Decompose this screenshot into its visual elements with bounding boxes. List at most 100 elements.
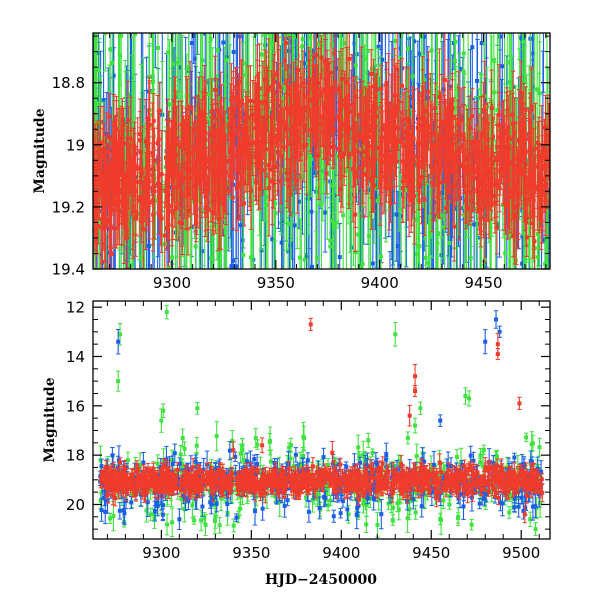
- x-tick-label: 9300: [153, 274, 191, 292]
- x-tick-label: 9450: [412, 544, 450, 562]
- data-point-red: [411, 469, 416, 488]
- data-point-red: [508, 473, 514, 488]
- data-point-red: [208, 462, 213, 482]
- data-point-red: [180, 135, 185, 229]
- data-point-red: [420, 56, 425, 162]
- data-point-red: [369, 104, 374, 189]
- data-point-red: [275, 89, 280, 196]
- data-point-green: [96, 38, 102, 103]
- series-red: [98, 317, 545, 524]
- data-point-blue: [234, 513, 239, 523]
- data-point-red: [212, 103, 218, 196]
- data-point-red: [174, 481, 180, 495]
- data-point-green: [237, 501, 243, 516]
- bottom-y-axis-title: Magnitude: [42, 377, 58, 462]
- data-point-red: [241, 469, 246, 485]
- data-point-blue: [195, 33, 200, 55]
- data-point-red: [356, 132, 361, 205]
- data-point-green: [478, 447, 483, 463]
- data-point-blue: [214, 495, 219, 513]
- data-point-red: [403, 473, 409, 484]
- data-point-red: [253, 163, 259, 202]
- data-point-red: [415, 114, 420, 172]
- data-point-red: [455, 469, 460, 488]
- data-point-red: [400, 124, 406, 199]
- data-point-green: [469, 518, 474, 531]
- data-point-red: [270, 470, 275, 489]
- data-point-blue: [337, 223, 342, 269]
- outlier-point-green: [393, 322, 398, 347]
- data-point-red: [195, 464, 200, 480]
- data-point-blue: [477, 497, 482, 510]
- data-point-blue: [293, 447, 299, 463]
- top-panel-frame: [92, 32, 551, 270]
- outlier-point-red: [412, 363, 418, 389]
- data-point-red: [265, 66, 270, 110]
- outlier-point-green: [412, 417, 418, 434]
- data-point-red: [486, 170, 492, 239]
- data-point-red: [193, 159, 198, 233]
- data-point-red: [251, 465, 256, 477]
- data-point-red: [159, 469, 164, 483]
- data-point-red: [267, 473, 272, 488]
- top-axis-ticks: 9300 9350 9400 9450 18.8 19 19.2 19.4: [52, 33, 550, 292]
- data-point-red: [516, 89, 522, 193]
- data-point-red: [436, 126, 442, 218]
- data-point-green: [334, 153, 339, 269]
- data-point-red: [530, 463, 536, 477]
- data-point-red: [319, 35, 324, 80]
- data-point-red: [389, 110, 395, 150]
- data-point-green: [160, 60, 165, 269]
- data-point-green: [253, 428, 258, 449]
- outlier-point-green: [115, 370, 121, 392]
- data-point-red: [239, 120, 244, 207]
- outlier-point-red: [308, 317, 313, 332]
- data-point-red: [469, 179, 474, 222]
- outlier-point-red: [231, 441, 236, 460]
- data-point-red: [451, 472, 456, 482]
- data-point-green: [194, 436, 199, 455]
- data-point-red: [483, 103, 488, 138]
- data-point-red: [285, 64, 290, 161]
- data-point-red: [244, 478, 249, 498]
- outlier-point-red: [330, 440, 335, 465]
- outlier-point-blue: [493, 310, 499, 329]
- data-point-green: [297, 218, 303, 269]
- data-point-red: [202, 473, 208, 489]
- data-point-red: [443, 187, 449, 229]
- data-point-red: [522, 113, 528, 218]
- data-point-blue: [379, 498, 384, 530]
- data-point-green: [481, 444, 486, 456]
- data-point-red: [466, 464, 472, 476]
- data-point-red: [425, 91, 430, 183]
- data-point-red: [101, 148, 107, 251]
- x-tick-label: 9450: [464, 274, 502, 292]
- outlier-point-green: [240, 438, 245, 453]
- outlier-point-green: [528, 511, 533, 527]
- data-point-red: [396, 103, 401, 152]
- data-point-red: [258, 480, 263, 494]
- data-point-blue: [103, 499, 108, 525]
- data-point-red: [442, 129, 447, 183]
- data-point-red: [293, 472, 298, 489]
- data-point-red: [362, 488, 367, 499]
- data-point-red: [514, 146, 520, 199]
- data-point-red: [323, 71, 329, 160]
- data-point-red: [216, 102, 221, 160]
- data-point-green: [148, 507, 153, 522]
- data-point-red: [332, 48, 337, 117]
- data-point-blue: [387, 251, 393, 269]
- data-point-red: [368, 49, 374, 99]
- data-point-red: [240, 124, 246, 181]
- y-tick-label: 20: [66, 496, 85, 514]
- data-point-green: [267, 433, 272, 451]
- data-point-green: [175, 33, 181, 87]
- data-point-blue: [482, 492, 487, 506]
- data-point-red: [327, 469, 332, 480]
- data-point-green: [326, 0, 330, 24]
- data-point-red: [293, 58, 299, 158]
- data-point-green: [180, 428, 185, 448]
- data-point-red: [445, 80, 450, 176]
- data-point-red: [353, 148, 358, 198]
- data-point-red: [519, 120, 524, 195]
